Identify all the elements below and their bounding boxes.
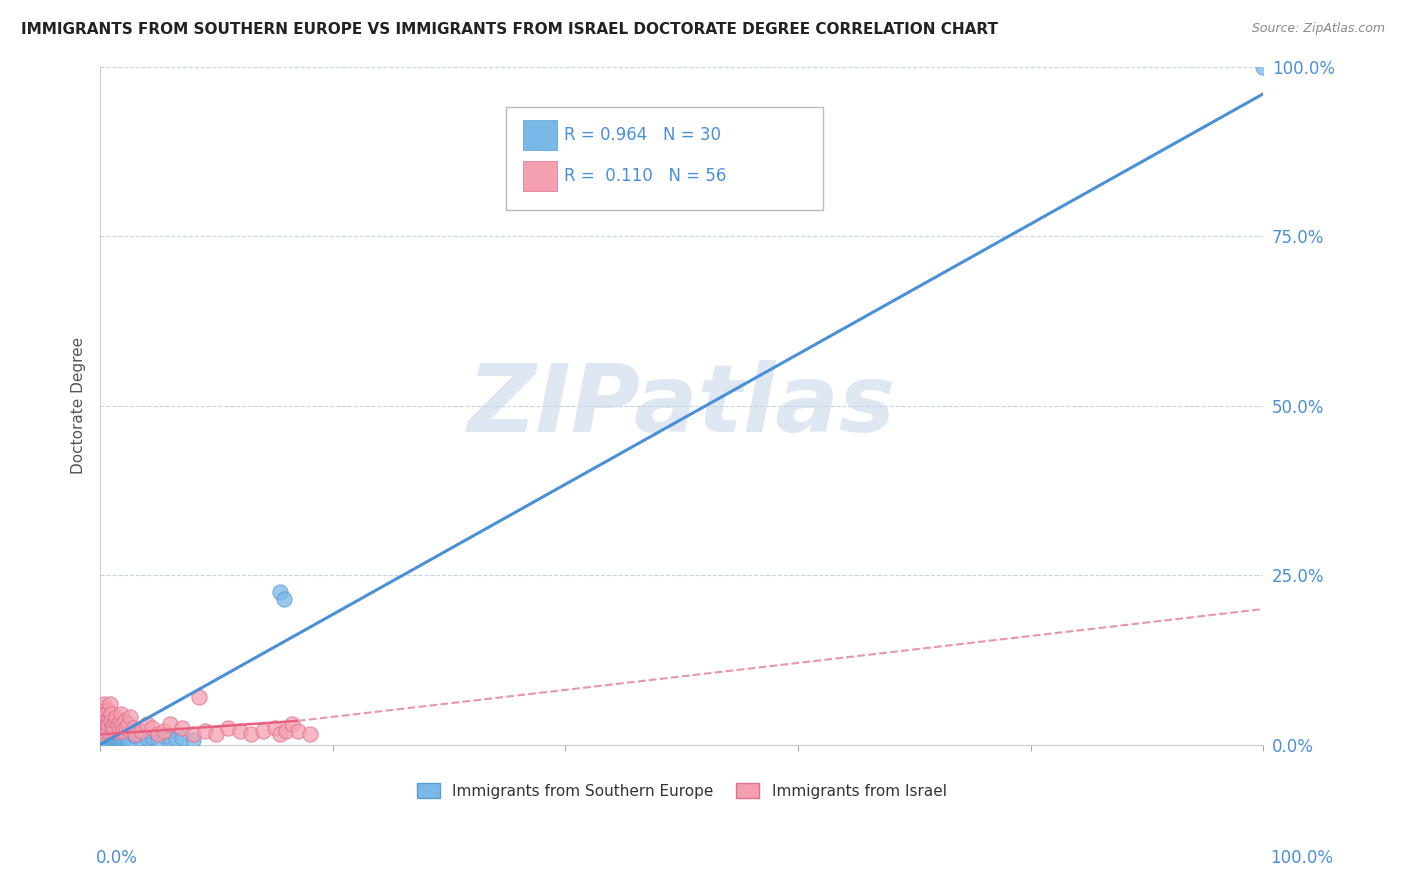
Point [120, 710, 142, 724]
Point [108, 714, 131, 728]
Point [229, 724, 252, 739]
Point [94, 704, 117, 718]
Text: 0.0%: 0.0% [96, 849, 138, 867]
Point [129, 731, 152, 745]
Point [98, 697, 121, 711]
Point [94, 714, 117, 728]
Point [93, 736, 115, 750]
Point [101, 717, 124, 731]
Point [93, 697, 115, 711]
Point [90, 724, 112, 739]
Point [159, 731, 181, 746]
Point [269, 727, 291, 741]
Point [100, 721, 122, 735]
Point [124, 727, 146, 741]
Point [105, 710, 128, 724]
Point [170, 731, 193, 745]
Point [112, 724, 135, 739]
Point [141, 730, 163, 744]
Point [148, 732, 170, 747]
Point [114, 721, 136, 735]
Point [121, 721, 143, 735]
Point [97, 717, 120, 731]
Point [269, 585, 291, 599]
Point [124, 730, 146, 744]
Point [104, 731, 127, 746]
Point [135, 731, 157, 746]
Point [97, 735, 120, 749]
Point [153, 730, 176, 744]
Point [112, 731, 135, 746]
Point [141, 721, 163, 735]
Text: R = 0.964   N = 30: R = 0.964 N = 30 [564, 126, 721, 144]
Point [181, 727, 204, 741]
Point [153, 724, 176, 739]
Point [194, 724, 217, 739]
Point [287, 724, 309, 739]
Text: ZIPatlas: ZIPatlas [468, 359, 896, 451]
Point [114, 714, 136, 728]
Point [91, 710, 114, 724]
Point [96, 721, 118, 735]
Point [110, 707, 132, 722]
Point [181, 732, 204, 747]
Point [100, 733, 122, 747]
Point [217, 721, 239, 735]
Y-axis label: Doctorate Degree: Doctorate Degree [72, 337, 86, 475]
Point [107, 732, 129, 747]
Point [170, 721, 193, 735]
Legend: Immigrants from Southern Europe, Immigrants from Israel: Immigrants from Southern Europe, Immigra… [411, 777, 953, 805]
Point [273, 591, 295, 606]
Point [98, 734, 121, 748]
Point [111, 732, 134, 747]
Point [135, 717, 157, 731]
Point [118, 732, 141, 747]
Point [1253, 60, 1275, 74]
Point [107, 731, 129, 745]
Point [97, 724, 120, 739]
Point [90, 727, 112, 741]
Point [93, 700, 115, 714]
Point [240, 727, 263, 741]
Point [103, 732, 125, 747]
Point [165, 732, 187, 747]
Point [276, 724, 298, 739]
Point [298, 727, 321, 741]
Point [97, 710, 120, 724]
Point [107, 717, 129, 731]
Point [159, 717, 181, 731]
Point [103, 724, 125, 739]
Point [281, 717, 304, 731]
Point [94, 735, 117, 749]
Point [98, 704, 121, 718]
Point [114, 731, 136, 745]
Point [108, 731, 131, 746]
Point [100, 707, 122, 722]
Point [148, 727, 170, 741]
Point [117, 717, 139, 731]
Point [105, 731, 128, 745]
Text: Source: ZipAtlas.com: Source: ZipAtlas.com [1251, 22, 1385, 36]
Text: IMMIGRANTS FROM SOUTHERN EUROPE VS IMMIGRANTS FROM ISRAEL DOCTORATE DEGREE CORRE: IMMIGRANTS FROM SOUTHERN EUROPE VS IMMIG… [21, 22, 998, 37]
Point [107, 724, 129, 739]
Point [263, 721, 285, 735]
Point [91, 717, 114, 731]
Point [94, 707, 117, 722]
Point [252, 724, 274, 739]
Point [129, 724, 152, 739]
Point [101, 732, 124, 747]
Text: 100.0%: 100.0% [1270, 849, 1333, 867]
Point [188, 690, 211, 705]
Point [205, 727, 228, 741]
Point [96, 717, 118, 731]
Point [104, 714, 127, 728]
Point [110, 730, 132, 744]
Point [100, 714, 122, 728]
Text: R =  0.110   N = 56: R = 0.110 N = 56 [564, 167, 725, 185]
Point [111, 717, 134, 731]
